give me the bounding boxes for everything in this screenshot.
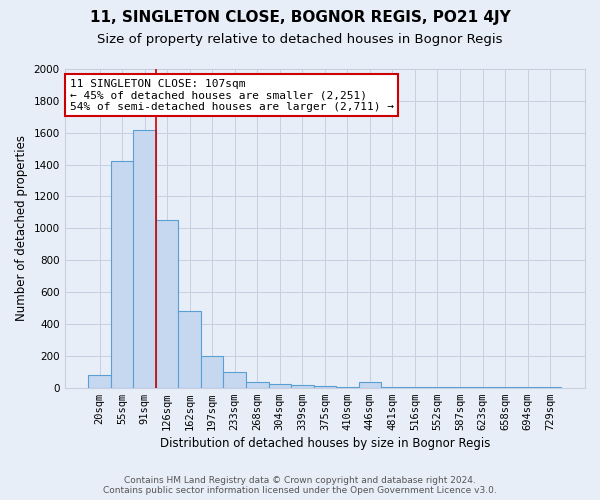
Bar (449, 387, 471, 388)
Bar (178, 311, 201, 388)
Text: Contains HM Land Registry data © Crown copyright and database right 2024.
Contai: Contains HM Land Registry data © Crown c… (103, 476, 497, 495)
Bar (201, 356, 223, 388)
Bar (404, 387, 426, 388)
Bar (223, 372, 246, 388)
Bar (494, 387, 516, 388)
Bar (516, 387, 539, 388)
Bar (88, 375, 111, 388)
Bar (156, 220, 178, 388)
Bar (133, 130, 156, 388)
Bar (471, 387, 494, 388)
Bar (111, 162, 133, 388)
Text: 11, SINGLETON CLOSE, BOGNOR REGIS, PO21 4JY: 11, SINGLETON CLOSE, BOGNOR REGIS, PO21 … (89, 10, 511, 25)
Y-axis label: Number of detached properties: Number of detached properties (15, 136, 28, 322)
X-axis label: Distribution of detached houses by size in Bognor Regis: Distribution of detached houses by size … (160, 437, 490, 450)
Bar (314, 386, 336, 388)
Bar (426, 387, 449, 388)
Text: Size of property relative to detached houses in Bognor Regis: Size of property relative to detached ho… (97, 32, 503, 46)
Bar (359, 382, 381, 388)
Bar (246, 382, 269, 388)
Bar (381, 387, 404, 388)
Text: 11 SINGLETON CLOSE: 107sqm
← 45% of detached houses are smaller (2,251)
54% of s: 11 SINGLETON CLOSE: 107sqm ← 45% of deta… (70, 78, 394, 112)
Bar (539, 387, 562, 388)
Bar (291, 384, 314, 388)
Bar (336, 387, 359, 388)
Bar (269, 384, 291, 388)
